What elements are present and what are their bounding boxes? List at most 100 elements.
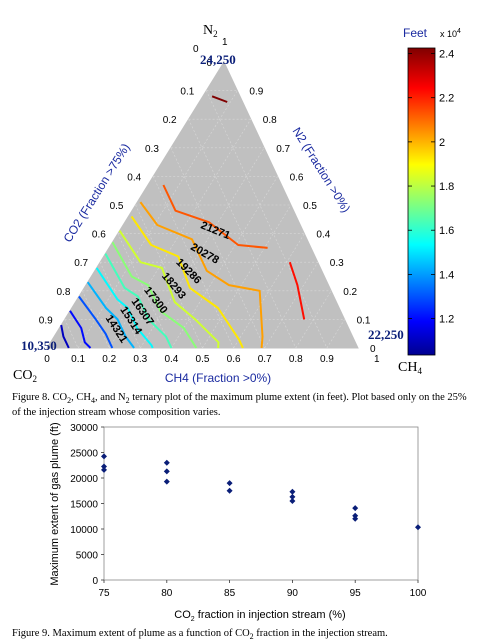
scatter-point — [101, 463, 107, 470]
left-tick-label: 0.1 — [180, 87, 194, 98]
vertex-value-right: 22,250 — [368, 327, 404, 342]
contour-line — [60, 324, 70, 349]
scatter-point — [352, 505, 359, 512]
contour-line — [130, 215, 244, 349]
ternary-gridlines — [64, 90, 345, 349]
scatter-points — [101, 453, 421, 531]
y-tick-label: 10000 — [70, 525, 98, 536]
right-axis-label: N2 (Fraction >0%) — [290, 125, 354, 215]
y-tick-label: 15000 — [70, 500, 98, 511]
x-tick-label: 100 — [410, 588, 427, 599]
scatter-point — [163, 468, 170, 475]
left-tick-label: 0.9 — [39, 315, 53, 326]
right-tick-label: 0.3 — [330, 258, 344, 269]
colorbar-title: Feet — [403, 26, 428, 40]
grid-line-co2 — [206, 90, 328, 349]
right-tick-label: 0.5 — [303, 201, 317, 212]
bottom-tick-label: 0.7 — [258, 354, 272, 365]
figure-9-caption: Figure 9. Maximum extent of plume as a f… — [12, 628, 388, 642]
grid-line-ch4 — [108, 119, 252, 349]
colorbar-tick-label: 1.8 — [439, 181, 454, 193]
apex-label-n2: N2 — [203, 23, 218, 39]
scatter-point — [226, 480, 233, 487]
left-tick-label: 0.6 — [92, 230, 106, 241]
bottom-tick-label: 0.9 — [320, 354, 334, 365]
y-axis-label: Maximum extent of gas plume (ft) — [49, 422, 61, 585]
colorbar-exponent: x 104 — [440, 28, 461, 39]
right-tick-label: 0.6 — [290, 172, 304, 183]
left-tick-label: 0.5 — [110, 201, 124, 212]
right-tick-label: 0.8 — [263, 115, 277, 126]
bottom-tick-label: 0.3 — [133, 354, 147, 365]
vertex-value-left: 10,350 — [21, 338, 57, 353]
grid-line-co2 — [64, 319, 79, 349]
y-tick-label: 25000 — [70, 449, 98, 460]
scatter-point — [289, 493, 296, 500]
scatter-point — [163, 478, 170, 485]
scatter-point — [289, 488, 296, 495]
figure-8-caption: Figure 8. CO2, CH4, and N2 ternary plot … — [12, 392, 467, 419]
contour-line — [118, 230, 220, 349]
contour-lines — [60, 95, 306, 349]
right-tick-label: 0 — [370, 344, 376, 355]
left-tick-label: 0.7 — [74, 258, 88, 269]
right-tick-label: 0.2 — [343, 287, 357, 298]
colorbar-tick-label: 2 — [439, 137, 445, 149]
colorbar-tick-label: 1.4 — [439, 269, 454, 281]
scatter-point — [101, 466, 107, 473]
apex-ch4-one: 1 — [374, 354, 380, 365]
right-tick-label: 0.9 — [249, 87, 263, 98]
bottom-tick-label: 0 — [44, 354, 50, 365]
contour-line — [86, 281, 135, 349]
colorbar-tick-label: 2.4 — [439, 49, 454, 61]
left-tick-label: 0.2 — [163, 115, 177, 126]
x-tick-label: 85 — [224, 588, 236, 599]
grid-line-co2 — [82, 290, 110, 349]
scatter-point — [352, 515, 359, 522]
contour-line — [139, 201, 264, 349]
colorbar-tick-label: 1.6 — [439, 225, 454, 237]
scatter-point — [289, 497, 296, 504]
grid-line-co2 — [170, 147, 265, 349]
x-tick-label: 75 — [98, 588, 110, 599]
left-tick-label: 0.8 — [56, 287, 70, 298]
contour-line — [95, 267, 154, 349]
colorbar — [407, 47, 436, 356]
y-tick-label: 5000 — [76, 551, 99, 562]
contour-line — [288, 261, 306, 320]
colorbar-ticks: 1.2 1.4 1.6 1.8 2 2.2 2.4 — [408, 49, 454, 326]
x-tick-label: 95 — [350, 588, 362, 599]
grid-line-co2 — [117, 233, 172, 349]
colorbar-tick-label: 2.2 — [439, 93, 454, 105]
plot-area — [103, 426, 419, 581]
y-tick-label: 0 — [92, 576, 98, 587]
grid-line-ch4 — [326, 319, 345, 349]
bottom-tick-label: 0.4 — [164, 354, 178, 365]
bottom-tick-label: 0.8 — [289, 354, 303, 365]
contour-line — [104, 253, 173, 349]
grid-line-ch4 — [295, 290, 332, 349]
bottom-axis-label: CH4 (Fraction >0%) — [165, 371, 271, 385]
right-tick-label: 0.1 — [357, 315, 371, 326]
contour-line — [111, 241, 198, 349]
ternary-tick-labels: 0 0.1 0.2 0.3 0.4 0.5 0.6 0.7 0.8 0.9 0 0.1 0.2 0.3 0.… — [39, 58, 376, 365]
y-tick-label: 30000 — [70, 423, 98, 434]
apex-n2-zero: 0 — [193, 44, 199, 55]
colorbar-tick-label: 1.2 — [439, 314, 454, 326]
grid-line-ch4 — [77, 90, 238, 349]
scatter-point — [415, 524, 421, 531]
scatter-plot: 0 5000 10000 15000 20000 25000 30000 75 80 85 90 95… — [49, 422, 427, 623]
left-tick-label: 0.3 — [145, 144, 159, 155]
right-tick-label: 0.7 — [276, 144, 290, 155]
x-axis-label: CO2 fraction in injection stream (%) — [174, 609, 345, 623]
grid-line-ch4 — [140, 147, 265, 349]
left-tick-label: 0 — [206, 58, 212, 69]
vertex-value-top: 24,250 — [200, 52, 236, 67]
grid-line-ch4 — [264, 262, 319, 349]
left-tick-label: 0.4 — [127, 172, 141, 183]
ternary-contour-plot: 2127120278192861829317300163071531414321… — [13, 23, 461, 385]
contour-line — [162, 184, 268, 249]
right-tick-label: 0.4 — [316, 230, 330, 241]
grid-line-ch4 — [233, 233, 305, 349]
bottom-tick-label: 0.1 — [71, 354, 85, 365]
